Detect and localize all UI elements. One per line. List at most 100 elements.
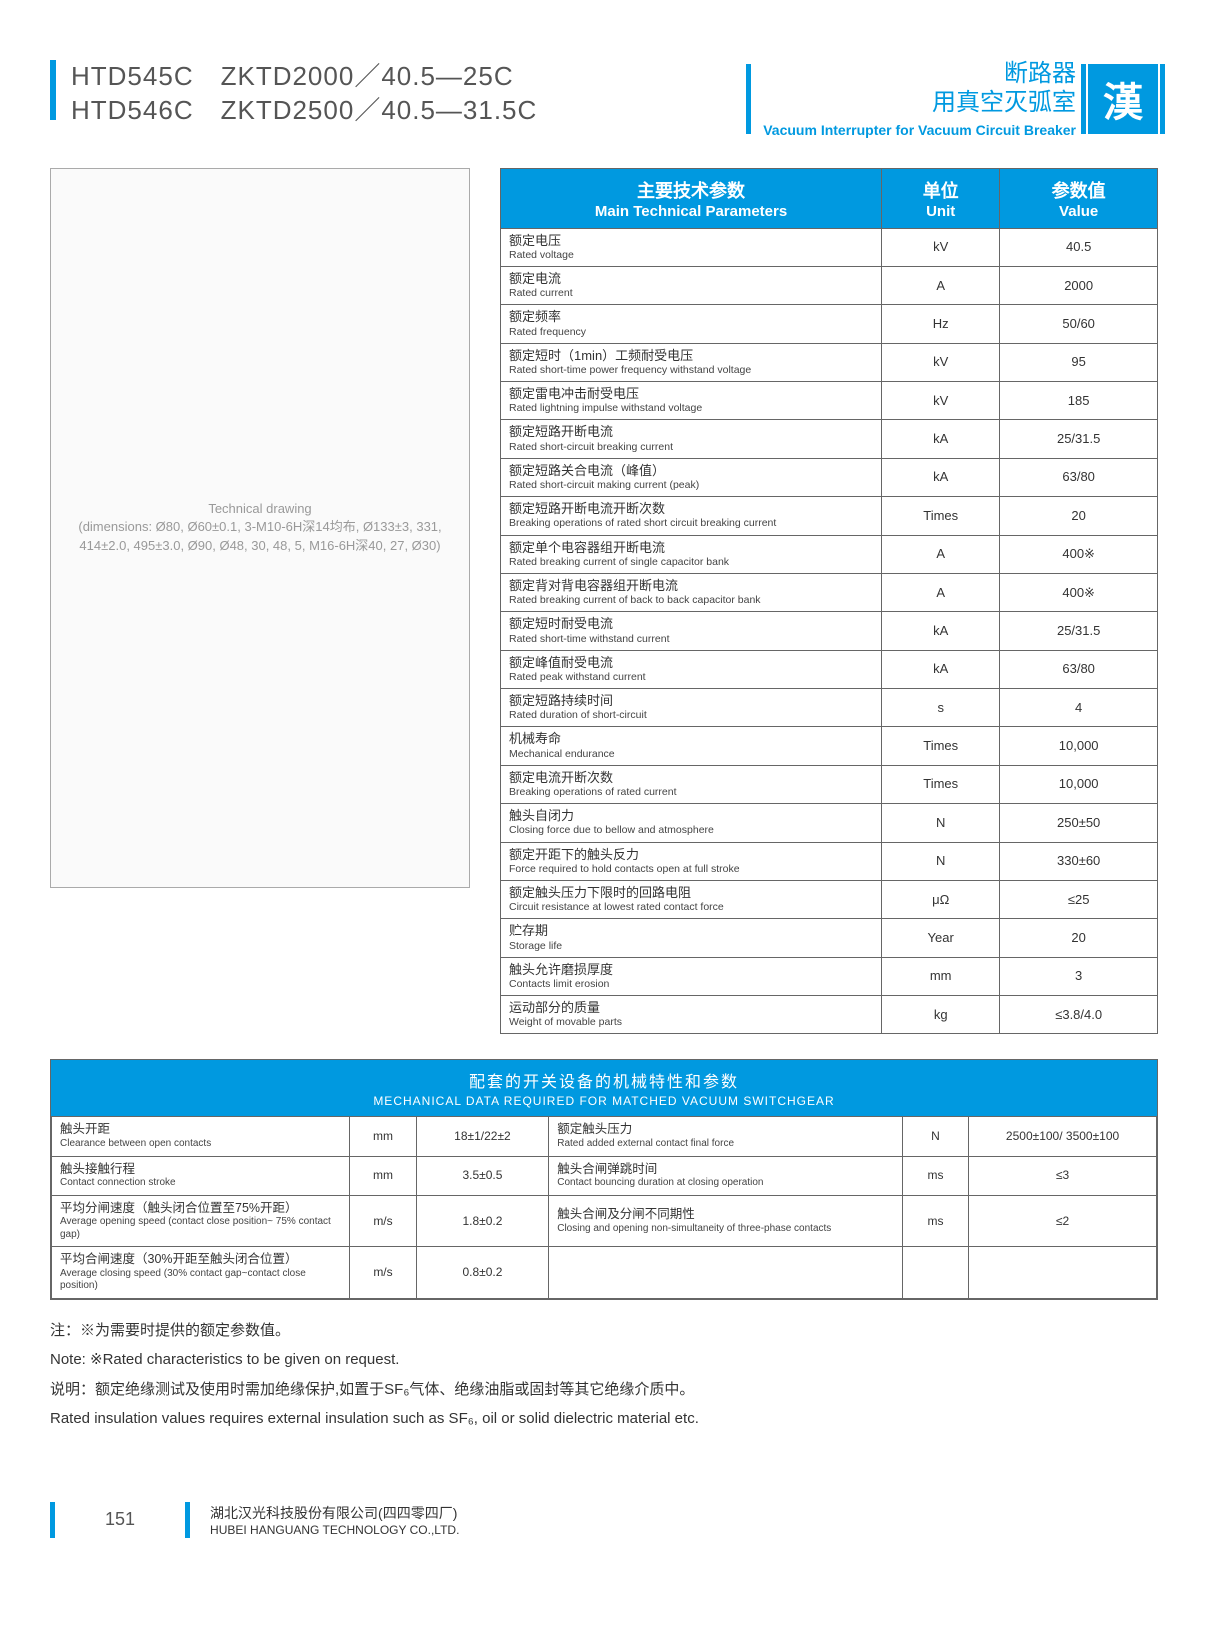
- right-cn-1: 断路器: [763, 60, 1076, 89]
- table-row: 额定雷电冲击耐受电压Rated lightning impulse withst…: [501, 382, 1158, 420]
- mech-label: 触头接触行程Contact connection stroke: [52, 1156, 350, 1195]
- param-label: 额定短路开断电流开断次数Breaking operations of rated…: [501, 497, 882, 535]
- param-value: 185: [1000, 382, 1158, 420]
- param-unit: N: [882, 804, 1000, 842]
- param-unit: N: [882, 842, 1000, 880]
- mech-value: 3.5±0.5: [416, 1156, 549, 1195]
- table-row: 额定短路关合电流（峰值）Rated short-circuit making c…: [501, 458, 1158, 496]
- mech-unit: N: [902, 1117, 968, 1156]
- param-unit: kA: [882, 612, 1000, 650]
- param-label: 额定开距下的触头反力Force required to hold contact…: [501, 842, 882, 880]
- table-row: 平均合闸速度（30%开距至触头闭合位置）Average closing spee…: [52, 1247, 1157, 1299]
- param-label: 额定雷电冲击耐受电压Rated lightning impulse withst…: [501, 382, 882, 420]
- param-unit: kV: [882, 343, 1000, 381]
- footer-bar-1: [50, 1502, 55, 1538]
- param-value: 10,000: [1000, 765, 1158, 803]
- mech-value: 1.8±0.2: [416, 1195, 549, 1247]
- param-value: 10,000: [1000, 727, 1158, 765]
- param-value: 40.5: [1000, 228, 1158, 266]
- company-en: HUBEI HANGUANG TECHNOLOGY CO.,LTD.: [210, 1523, 459, 1537]
- mech-header: 配套的开关设备的机械特性和参数 MECHANICAL DATA REQUIRED…: [51, 1060, 1157, 1116]
- param-unit: A: [882, 266, 1000, 304]
- mech-unit: m/s: [350, 1195, 416, 1247]
- table-row: 额定电流Rated current A 2000: [501, 266, 1158, 304]
- table-row: 额定频率Rated frequency Hz 50/60: [501, 305, 1158, 343]
- param-unit: kV: [882, 228, 1000, 266]
- diagram-column: Technical drawing (dimensions: Ø80, Ø60±…: [50, 168, 470, 1035]
- param-unit: kA: [882, 420, 1000, 458]
- param-label: 额定短时（1min）工频耐受电压Rated short-time power f…: [501, 343, 882, 381]
- mech-label: 触头开距Clearance between open contacts: [52, 1117, 350, 1156]
- table-row: 机械寿命Mechanical endurance Times 10,000: [501, 727, 1158, 765]
- param-value: 20: [1000, 497, 1158, 535]
- param-unit: kA: [882, 458, 1000, 496]
- param-label: 额定短路关合电流（峰值）Rated short-circuit making c…: [501, 458, 882, 496]
- table-row: 触头开距Clearance between open contacts mm 1…: [52, 1117, 1157, 1156]
- table-row: 额定单个电容器组开断电流Rated breaking current of si…: [501, 535, 1158, 573]
- company-info: 湖北汉光科技股份有限公司(四四零四厂) HUBEI HANGUANG TECHN…: [210, 1503, 459, 1537]
- param-unit: Hz: [882, 305, 1000, 343]
- mech-label: 触头合闸及分闸不同期性Closing and opening non-simul…: [549, 1195, 903, 1247]
- param-value: 2000: [1000, 266, 1158, 304]
- mech-unit: ms: [902, 1156, 968, 1195]
- model-codes: HTD545C ZKTD2000／40.5—25C HTD546C ZKTD25…: [71, 60, 537, 128]
- parameters-table: 主要技术参数Main Technical Parameters 单位Unit 参…: [500, 168, 1158, 1035]
- param-label: 机械寿命Mechanical endurance: [501, 727, 882, 765]
- param-value: ≤25: [1000, 880, 1158, 918]
- mechanical-table: 触头开距Clearance between open contacts mm 1…: [51, 1116, 1157, 1299]
- table-row: 额定短时（1min）工频耐受电压Rated short-time power f…: [501, 343, 1158, 381]
- company-cn: 湖北汉光科技股份有限公司(四四零四厂): [210, 1503, 459, 1523]
- param-unit: μΩ: [882, 880, 1000, 918]
- th-param: 主要技术参数Main Technical Parameters: [501, 168, 882, 228]
- note-2: Note: ※Rated characteristics to be given…: [50, 1347, 1158, 1373]
- main-content: Technical drawing (dimensions: Ø80, Ø60±…: [50, 168, 1158, 1035]
- param-unit: s: [882, 689, 1000, 727]
- th-unit: 单位Unit: [882, 168, 1000, 228]
- header-bar: [50, 60, 56, 120]
- param-label: 额定单个电容器组开断电流Rated breaking current of si…: [501, 535, 882, 573]
- param-label: 触头允许磨损厚度Contacts limit erosion: [501, 957, 882, 995]
- mech-value: 18±1/22±2: [416, 1117, 549, 1156]
- param-value: 3: [1000, 957, 1158, 995]
- note-4: Rated insulation values requires externa…: [50, 1406, 1158, 1432]
- param-label: 额定电流开断次数Breaking operations of rated cur…: [501, 765, 882, 803]
- param-value: 95: [1000, 343, 1158, 381]
- table-row: 额定短时耐受电流Rated short-time withstand curre…: [501, 612, 1158, 650]
- th-value: 参数值Value: [1000, 168, 1158, 228]
- param-unit: mm: [882, 957, 1000, 995]
- param-label: 贮存期Storage life: [501, 919, 882, 957]
- table-row: 贮存期Storage life Year 20: [501, 919, 1158, 957]
- mech-label: 平均合闸速度（30%开距至触头闭合位置）Average closing spee…: [52, 1247, 350, 1299]
- param-label: 额定短路开断电流Rated short-circuit breaking cur…: [501, 420, 882, 458]
- mech-value: ≤3: [969, 1156, 1157, 1195]
- param-unit: Year: [882, 919, 1000, 957]
- param-value: 63/80: [1000, 650, 1158, 688]
- table-row: 运动部分的质量Weight of movable parts kg ≤3.8/4…: [501, 996, 1158, 1034]
- mech-unit: m/s: [350, 1247, 416, 1299]
- param-unit: A: [882, 535, 1000, 573]
- table-row: 触头允许磨损厚度Contacts limit erosion mm 3: [501, 957, 1158, 995]
- param-label: 额定背对背电容器组开断电流Rated breaking current of b…: [501, 573, 882, 611]
- mech-value: 2500±100/ 3500±100: [969, 1117, 1157, 1156]
- mech-value: ≤2: [969, 1195, 1157, 1247]
- table-row: 额定短路开断电流Rated short-circuit breaking cur…: [501, 420, 1158, 458]
- param-value: 50/60: [1000, 305, 1158, 343]
- right-cn-2: 用真空灭弧室: [763, 89, 1076, 118]
- mech-value: [969, 1247, 1157, 1299]
- param-value: 250±50: [1000, 804, 1158, 842]
- right-en: Vacuum Interrupter for Vacuum Circuit Br…: [763, 122, 1076, 138]
- model-line-2: HTD546C ZKTD2500／40.5—31.5C: [71, 94, 537, 128]
- param-unit: Times: [882, 497, 1000, 535]
- param-label: 额定频率Rated frequency: [501, 305, 882, 343]
- param-label: 触头自闭力Closing force due to bellow and atm…: [501, 804, 882, 842]
- logo-icon: 漢: [1088, 64, 1158, 134]
- table-row: 额定背对背电容器组开断电流Rated breaking current of b…: [501, 573, 1158, 611]
- param-value: 400※: [1000, 535, 1158, 573]
- model-line-1: HTD545C ZKTD2000／40.5—25C: [71, 60, 537, 94]
- table-row: 平均分闸速度（触头闭合位置至75%开距）Average opening spee…: [52, 1195, 1157, 1247]
- param-unit: kg: [882, 996, 1000, 1034]
- left-header: HTD545C ZKTD2000／40.5—25C HTD546C ZKTD25…: [50, 60, 537, 128]
- param-label: 运动部分的质量Weight of movable parts: [501, 996, 882, 1034]
- mech-label: 平均分闸速度（触头闭合位置至75%开距）Average opening spee…: [52, 1195, 350, 1247]
- param-label: 额定短时耐受电流Rated short-time withstand curre…: [501, 612, 882, 650]
